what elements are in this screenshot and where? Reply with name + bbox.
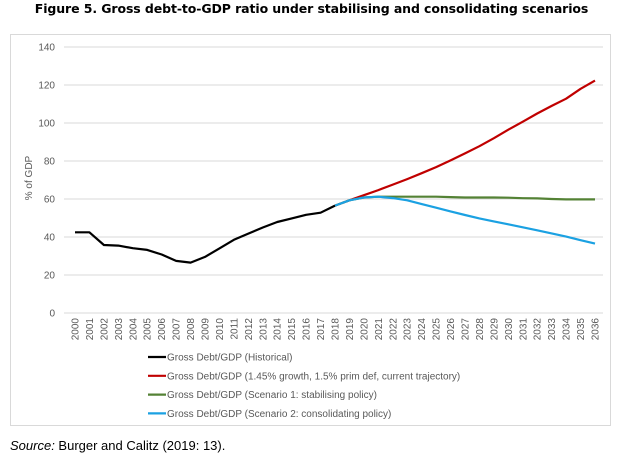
- y-tick-label: 20: [44, 271, 56, 282]
- y-tick-label: 140: [38, 43, 55, 54]
- series-line-0: [75, 204, 336, 264]
- chart-frame: [10, 34, 611, 426]
- x-tick-label: 2022: [388, 318, 399, 341]
- y-tick-label: 100: [38, 119, 55, 130]
- x-tick-label: 2016: [302, 318, 313, 341]
- x-tick-label: 2003: [114, 318, 125, 341]
- series-lines: [75, 79, 596, 264]
- source-note: Source: Burger and Calitz (2019: 13).: [10, 438, 225, 453]
- x-tick-label: 2025: [432, 318, 443, 341]
- figure-title: Figure 5. Gross debt-to-GDP ratio under …: [34, 1, 589, 16]
- y-tick-label: 40: [44, 233, 56, 244]
- x-tick-label: 2011: [229, 318, 240, 340]
- legend-label: Gross Debt/GDP (Scenario 2: consolidatin…: [167, 409, 391, 420]
- y-tick-label: 60: [44, 195, 56, 206]
- x-tick-label: 2033: [547, 318, 558, 341]
- x-tick-label: 2030: [504, 318, 515, 341]
- legend-item: Gross Debt/GDP (Scenario 2: consolidatin…: [148, 409, 391, 420]
- legend-item: Gross Debt/GDP (Scenario 1: stabilising …: [148, 390, 377, 401]
- x-tick-label: 2036: [591, 318, 602, 341]
- x-tick-label: 2035: [576, 318, 587, 341]
- y-tick-label: 80: [44, 157, 56, 168]
- x-tick-label: 2023: [403, 318, 414, 341]
- source-label: Source:: [10, 438, 55, 453]
- x-tick-label: 2021: [374, 318, 385, 341]
- source-text: Burger and Calitz (2019: 13).: [54, 438, 226, 453]
- legend-item: Gross Debt/GDP (Historical): [148, 353, 292, 364]
- x-tick-label: 2020: [359, 318, 370, 341]
- x-tick-label: 2017: [316, 318, 327, 341]
- x-tick-label: 2028: [475, 318, 486, 341]
- series-line-1: [334, 79, 596, 207]
- x-tick-label: 2008: [186, 318, 197, 341]
- x-tick-label: 2029: [489, 318, 500, 341]
- y-tick-label: 120: [38, 81, 55, 92]
- x-tick-label: 2024: [417, 318, 428, 341]
- x-tick-label: 2005: [143, 318, 154, 341]
- gridlines: [64, 46, 603, 314]
- legend-label: Gross Debt/GDP (1.45% growth, 1.5% prim …: [167, 371, 460, 382]
- y-tick-labels: 0 20 40 60 80 100 120 140: [38, 43, 55, 320]
- x-tick-label: 2012: [244, 318, 255, 341]
- x-tick-label: 2014: [273, 318, 284, 341]
- series-line-3: [334, 195, 596, 245]
- x-tick-label: 2007: [172, 318, 183, 341]
- y-tick-label: 0: [49, 309, 55, 320]
- x-tick-label: 2001: [85, 318, 96, 341]
- legend: Gross Debt/GDP (Historical) Gross Debt/GD…: [148, 353, 460, 420]
- x-tick-label: 2013: [258, 318, 269, 341]
- x-tick-labels: 2000 2001 2002 2003 2004 2005 2006 2007 2008 2009…: [71, 318, 602, 341]
- legend-item: Gross Debt/GDP (1.45% growth, 1.5% prim …: [148, 371, 460, 382]
- x-tick-label: 2031: [518, 318, 529, 341]
- x-tick-label: 2006: [157, 318, 168, 341]
- x-tick-label: 2032: [533, 318, 544, 341]
- x-tick-label: 2026: [446, 318, 457, 341]
- legend-label: Gross Debt/GDP (Historical): [167, 353, 292, 364]
- x-tick-label: 2002: [99, 318, 110, 341]
- x-tick-label: 2019: [345, 318, 356, 341]
- legend-label: Gross Debt/GDP (Scenario 1: stabilising …: [167, 390, 377, 401]
- x-tick-label: 2000: [71, 318, 82, 341]
- x-tick-label: 2034: [562, 318, 573, 341]
- x-tick-label: 2004: [128, 318, 139, 341]
- x-tick-label: 2010: [215, 318, 226, 341]
- x-tick-label: 2009: [201, 318, 212, 341]
- x-tick-label: 2015: [287, 318, 298, 341]
- x-tick-label: 2018: [331, 318, 342, 341]
- y-axis-label: % of GDP: [24, 155, 35, 200]
- x-tick-label: 2027: [461, 318, 472, 341]
